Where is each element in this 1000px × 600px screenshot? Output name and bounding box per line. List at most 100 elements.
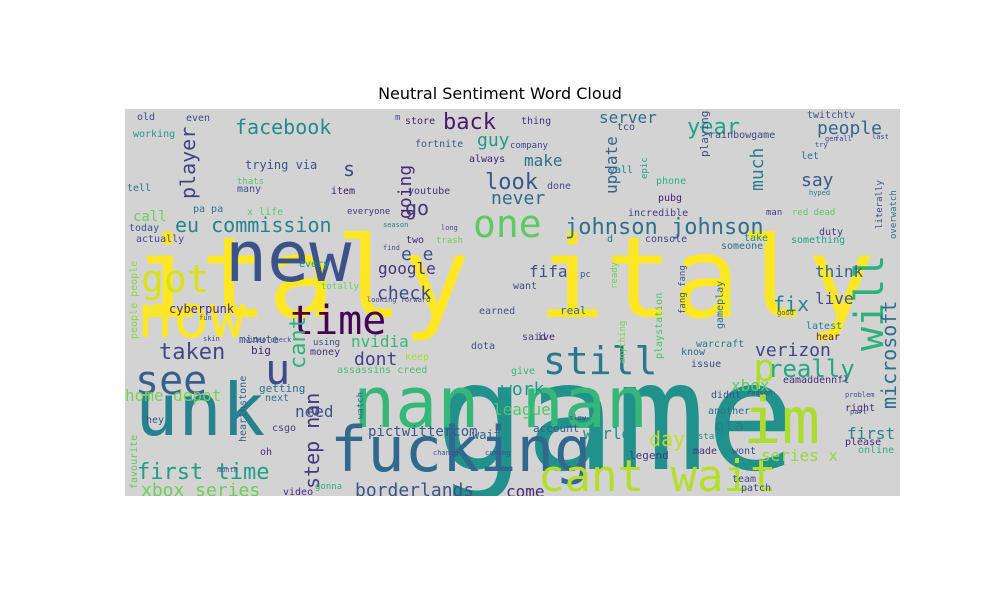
word-dota: dota <box>471 341 495 352</box>
word-really: really <box>768 355 855 383</box>
word-nan-nan: nan nan <box>353 362 648 444</box>
word-step-nan: step nan <box>300 393 324 489</box>
word-people: people <box>817 118 882 139</box>
word-console: console <box>645 234 687 245</box>
word-eu-commission: eu commission <box>175 213 332 237</box>
word-store: store <box>405 116 435 127</box>
word-live: live <box>815 289 854 308</box>
word-two: two <box>406 235 424 246</box>
word-take: take <box>744 233 768 244</box>
word-hearthstone: hearthstone <box>238 376 249 442</box>
word-minute: minute <box>239 333 279 346</box>
word-latest: latest <box>806 321 842 332</box>
word-fortnite: fortnite <box>415 139 463 150</box>
word-actually: actually <box>136 234 184 245</box>
word-legend: legend <box>629 449 669 462</box>
word-incredible: incredible <box>628 208 688 219</box>
word-fall: fall <box>835 135 852 143</box>
word-slow: slow <box>569 414 587 422</box>
word-online: online <box>858 445 894 456</box>
word-say: say <box>801 170 834 191</box>
word-much: much <box>747 148 768 191</box>
word-trying-via: trying via <box>245 158 317 172</box>
word-red-dead: red dead <box>792 208 835 218</box>
word-johnson-johnson: johnson johnson <box>565 215 764 240</box>
word-year: year <box>687 115 740 140</box>
word-said: said <box>522 332 546 343</box>
word-find: find <box>383 244 400 252</box>
word-please: please <box>845 437 881 448</box>
word-gen: gen <box>825 135 838 143</box>
word-never: never <box>491 188 545 209</box>
word-know: know <box>681 347 706 358</box>
word-update: update <box>602 136 621 194</box>
word-yall: yall <box>609 165 633 176</box>
word-day: day <box>649 427 685 451</box>
word-cant: cant <box>286 316 311 369</box>
word-got: got <box>141 257 210 301</box>
word-taken: taken <box>159 340 225 365</box>
word-watch: watch <box>356 392 366 419</box>
word-ive: ive <box>537 332 555 343</box>
word-come: come <box>506 482 545 496</box>
word-fix: fix <box>773 292 809 316</box>
word-season: season <box>383 221 408 229</box>
word-using: using <box>313 338 340 348</box>
word-today: today <box>129 223 159 234</box>
word-patch: patch <box>741 483 771 494</box>
word-rainbowgame: rainbowgame <box>709 130 775 141</box>
word-p: p <box>753 346 776 390</box>
word-gta: gta <box>715 416 744 435</box>
word-literally: literally <box>875 180 885 229</box>
word-item: item <box>331 186 355 197</box>
word-epic: epic <box>640 157 650 179</box>
word-home-depot: home depot <box>125 386 221 405</box>
word-tell: tell <box>127 183 151 194</box>
word-csgo: csgo <box>272 423 296 434</box>
word-coming: coming <box>485 449 510 457</box>
word-game: game <box>435 331 796 496</box>
word-cloud: game italy italy new now unk nan nan fucking im… <box>125 109 900 496</box>
word-im: im <box>743 385 820 459</box>
word-thats: thats <box>237 177 264 187</box>
word-every: every <box>299 259 329 270</box>
word-many: many <box>237 184 261 195</box>
word-u: u <box>265 345 290 394</box>
word-pc: pc <box>580 270 591 280</box>
word-first-time: first time <box>137 460 269 485</box>
word-old: old <box>137 112 155 123</box>
word-fun: fun <box>199 314 212 322</box>
word-people-people: people people <box>129 261 140 339</box>
word-m: m <box>395 113 400 123</box>
word-xbox: xbox <box>731 376 770 395</box>
word-big: big <box>251 344 271 357</box>
word-wont: wont <box>732 446 756 457</box>
word-twitchtv: twitchtv <box>807 110 855 121</box>
word-long: long <box>441 224 458 232</box>
word-warcraft: warcraft <box>696 339 744 350</box>
word-problem: problem <box>845 391 875 399</box>
word-try: try <box>815 141 828 149</box>
word-even: even <box>186 113 210 124</box>
word-next: next <box>265 393 289 404</box>
word-pubg: pubg <box>658 193 682 204</box>
word-player: player <box>176 127 200 199</box>
word-reason: reason <box>747 389 772 397</box>
word-going: going <box>395 165 416 219</box>
word-cant-wait: cant wait <box>538 451 776 496</box>
word-wait: wait <box>472 428 501 442</box>
word-video-check: video check <box>245 336 292 344</box>
word-look: look <box>485 170 538 195</box>
word-something: something <box>791 235 845 246</box>
word-someone: someone <box>721 241 763 252</box>
word-one: one <box>473 202 542 246</box>
word-issue: issue <box>691 359 721 370</box>
word-fucking: fucking <box>330 413 591 486</box>
word-check: check <box>377 283 431 304</box>
word-new: new <box>225 216 352 298</box>
word-call: call <box>133 209 167 225</box>
word-good: good <box>777 309 794 317</box>
word-month: month <box>217 466 238 474</box>
word-playing: playing <box>698 111 711 157</box>
word-oh: oh <box>260 447 272 458</box>
